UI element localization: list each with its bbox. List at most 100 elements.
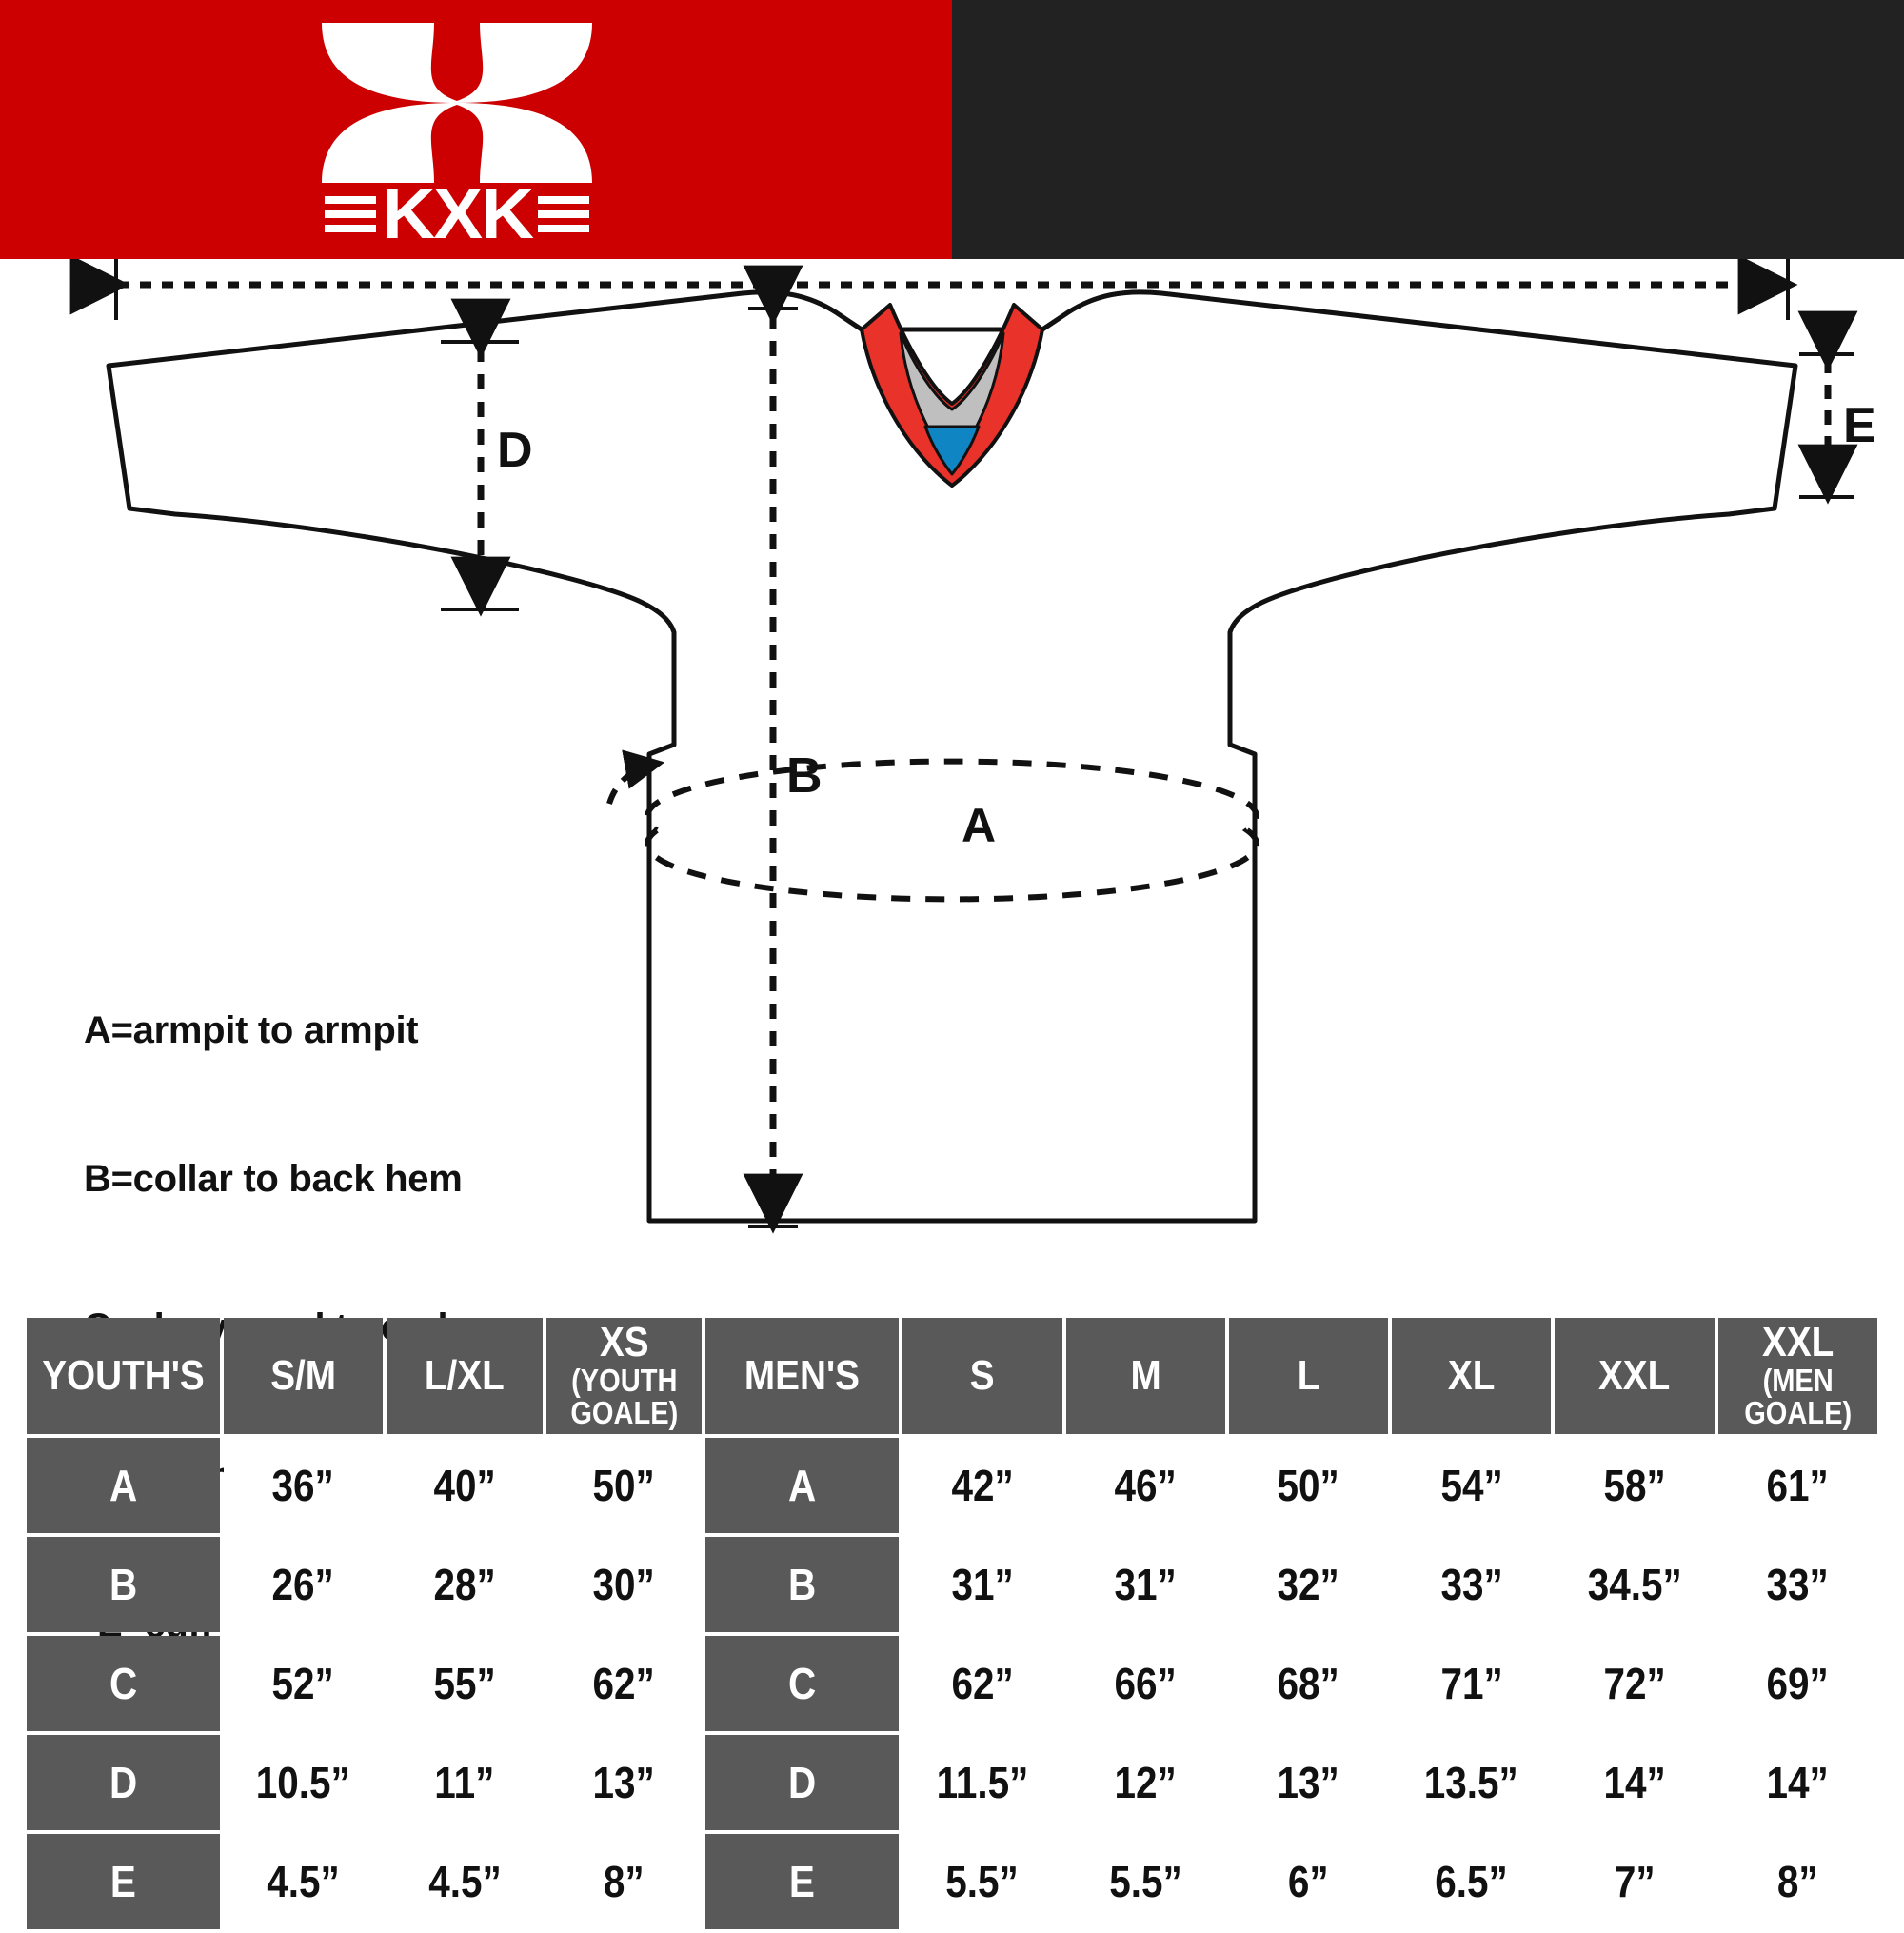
cell-men-l-e-text: 6”: [1288, 1857, 1329, 1906]
col-header-mens-label: MEN'S: [744, 1351, 861, 1399]
cell-men-l-c-text: 68”: [1277, 1659, 1340, 1708]
kxk-hourglass-icon: [322, 23, 592, 183]
cell-youth-sm-d: 10.5”: [223, 1735, 384, 1830]
cell-youth-sm-e: 4.5”: [223, 1834, 384, 1929]
cell-youth-xs-a-text: 50”: [592, 1461, 656, 1510]
cell-men-xxl-d-text: 14”: [1603, 1758, 1666, 1807]
col-header-youths-label: YOUTH'S: [42, 1351, 205, 1399]
cell-men-xl-a-text: 54”: [1440, 1461, 1503, 1510]
cell-youth-lxl-a: 40”: [387, 1438, 543, 1533]
cell-men-l-d-text: 13”: [1277, 1758, 1340, 1807]
cell-youth-sm-b: 26”: [223, 1537, 384, 1632]
col-header-men-m-label: M: [1130, 1351, 1161, 1399]
cell-men-m-c: 66”: [1065, 1636, 1225, 1731]
cell-men-xxl-e: 7”: [1555, 1834, 1715, 1929]
cell-youth-xs-e-text: 8”: [604, 1857, 645, 1906]
cell-men-xl-a: 54”: [1392, 1438, 1552, 1533]
cell-youth-lxl-c: 55”: [387, 1636, 543, 1731]
cell-youth-sm-d-text: 10.5”: [256, 1758, 351, 1807]
col-header-youth-xs-goalie: XS (YOUTH GOALE): [545, 1318, 703, 1434]
dimension-b-label: B: [786, 748, 823, 804]
kxk-wordmark: KXK: [314, 179, 600, 249]
brand-panel: KXK: [0, 0, 952, 259]
cell-youth-xs-d: 13”: [545, 1735, 703, 1830]
cell-men-m-d-text: 12”: [1114, 1758, 1177, 1807]
row-label-men-b: B: [705, 1537, 900, 1632]
cell-men-l-a-text: 50”: [1277, 1461, 1340, 1510]
cell-men-xxl-b: 34.5”: [1555, 1537, 1715, 1632]
table-row: E 4.5” 4.5” 8” E 5.5” 5.5” 6” 6.5” 7” 8”: [27, 1834, 1877, 1929]
col-header-youth-lxl-label: L/XL: [425, 1351, 505, 1399]
col-header-youth-sm: S/M: [223, 1318, 384, 1434]
col-header-men-s-label: S: [970, 1351, 995, 1399]
cell-men-l-e: 6”: [1228, 1834, 1389, 1929]
collar-tip: [923, 425, 981, 476]
table-row: B 26” 28” 30” B 31” 31” 32” 33” 34.5” 33…: [27, 1537, 1877, 1632]
cell-men-m-a-text: 46”: [1114, 1461, 1177, 1510]
col-header-men-s: S: [902, 1318, 1062, 1434]
cell-youth-lxl-b: 28”: [387, 1537, 543, 1632]
cell-men-xxl-a-text: 58”: [1603, 1461, 1666, 1510]
row-label-youth-c-text: C: [109, 1659, 138, 1708]
cell-men-s-c-text: 62”: [951, 1659, 1014, 1708]
cell-men-xl-c-text: 71”: [1440, 1659, 1503, 1708]
col-header-men-l-label: L: [1297, 1351, 1320, 1399]
cell-youth-xs-b-text: 30”: [592, 1560, 656, 1609]
row-label-youth-b: B: [27, 1537, 220, 1632]
row-label-men-a: A: [705, 1438, 900, 1533]
cell-men-xl-b: 33”: [1392, 1537, 1552, 1632]
dimension-a: A: [606, 749, 1259, 903]
cell-men-l-d: 13”: [1228, 1735, 1389, 1830]
cell-youth-xs-c: 62”: [545, 1636, 703, 1731]
cell-youth-xs-c-text: 62”: [592, 1659, 656, 1708]
cell-youth-sm-b-text: 26”: [271, 1560, 335, 1609]
dimension-d-label: D: [497, 423, 533, 478]
cell-men-xxlg-a: 61”: [1717, 1438, 1877, 1533]
cell-men-xxlg-e: 8”: [1717, 1834, 1877, 1929]
dimension-d: D: [441, 298, 533, 617]
cell-youth-sm-a: 36”: [223, 1438, 384, 1533]
cell-men-xxl-c: 72”: [1555, 1636, 1715, 1731]
cell-men-m-c-text: 66”: [1114, 1659, 1177, 1708]
row-label-youth-e-text: E: [109, 1857, 136, 1906]
row-label-men-b-text: B: [788, 1560, 817, 1609]
logo-bars-right-icon: [538, 196, 590, 232]
cell-men-l-c: 68”: [1228, 1636, 1389, 1731]
row-label-men-e-text: E: [789, 1857, 816, 1906]
row-label-men-c: C: [705, 1636, 900, 1731]
col-header-men-xxl-goalie-sublabel: (MEN GOALE): [1743, 1362, 1852, 1431]
cell-youth-sm-a-text: 36”: [271, 1461, 335, 1510]
row-label-youth-d-text: D: [109, 1758, 138, 1807]
cell-youth-lxl-d-text: 11”: [434, 1758, 495, 1807]
cell-men-s-a-text: 42”: [951, 1461, 1014, 1510]
col-header-men-xxl-goalie: XXL (MEN GOALE): [1717, 1318, 1877, 1434]
cell-men-xxlg-b-text: 33”: [1766, 1560, 1829, 1609]
cell-men-l-b-text: 32”: [1277, 1560, 1340, 1609]
cell-men-s-c: 62”: [902, 1636, 1062, 1731]
title-panel: SIZE CHART: [952, 0, 1904, 259]
col-header-men-l: L: [1228, 1318, 1389, 1434]
cell-youth-lxl-a-text: 40”: [433, 1461, 496, 1510]
cell-youth-xs-a: 50”: [545, 1438, 703, 1533]
dimension-e-label: E: [1843, 398, 1876, 453]
cell-men-xxl-e-text: 7”: [1614, 1857, 1656, 1906]
page-header: KXK SIZE CHART: [0, 0, 1904, 259]
row-label-youth-a: A: [27, 1438, 220, 1533]
row-label-youth-e: E: [27, 1834, 220, 1929]
col-header-men-xl-label: XL: [1447, 1351, 1496, 1399]
row-label-men-d-text: D: [788, 1758, 817, 1807]
cell-men-xxl-c-text: 72”: [1603, 1659, 1666, 1708]
cell-youth-lxl-e: 4.5”: [387, 1834, 543, 1929]
cell-men-xl-d: 13.5”: [1392, 1735, 1552, 1830]
col-header-youth-sm-label: S/M: [270, 1351, 336, 1399]
cell-youth-xs-d-text: 13”: [592, 1758, 656, 1807]
cell-men-xxlg-c: 69”: [1717, 1636, 1877, 1731]
legend-line-a: A=armpit to armpit: [84, 1009, 419, 1051]
col-header-men-xxl-goalie-label: XXL: [1761, 1318, 1834, 1365]
row-label-men-a-text: A: [788, 1461, 817, 1510]
col-header-youths: YOUTH'S: [27, 1318, 220, 1434]
table-header-row: YOUTH'S S/M L/XL XS (YOUTH GOALE) MEN'S: [27, 1318, 1877, 1434]
cell-youth-lxl-c-text: 55”: [433, 1659, 496, 1708]
cell-men-xxlg-e-text: 8”: [1776, 1857, 1818, 1906]
table-row: D 10.5” 11” 13” D 11.5” 12” 13” 13.5” 14…: [27, 1735, 1877, 1830]
